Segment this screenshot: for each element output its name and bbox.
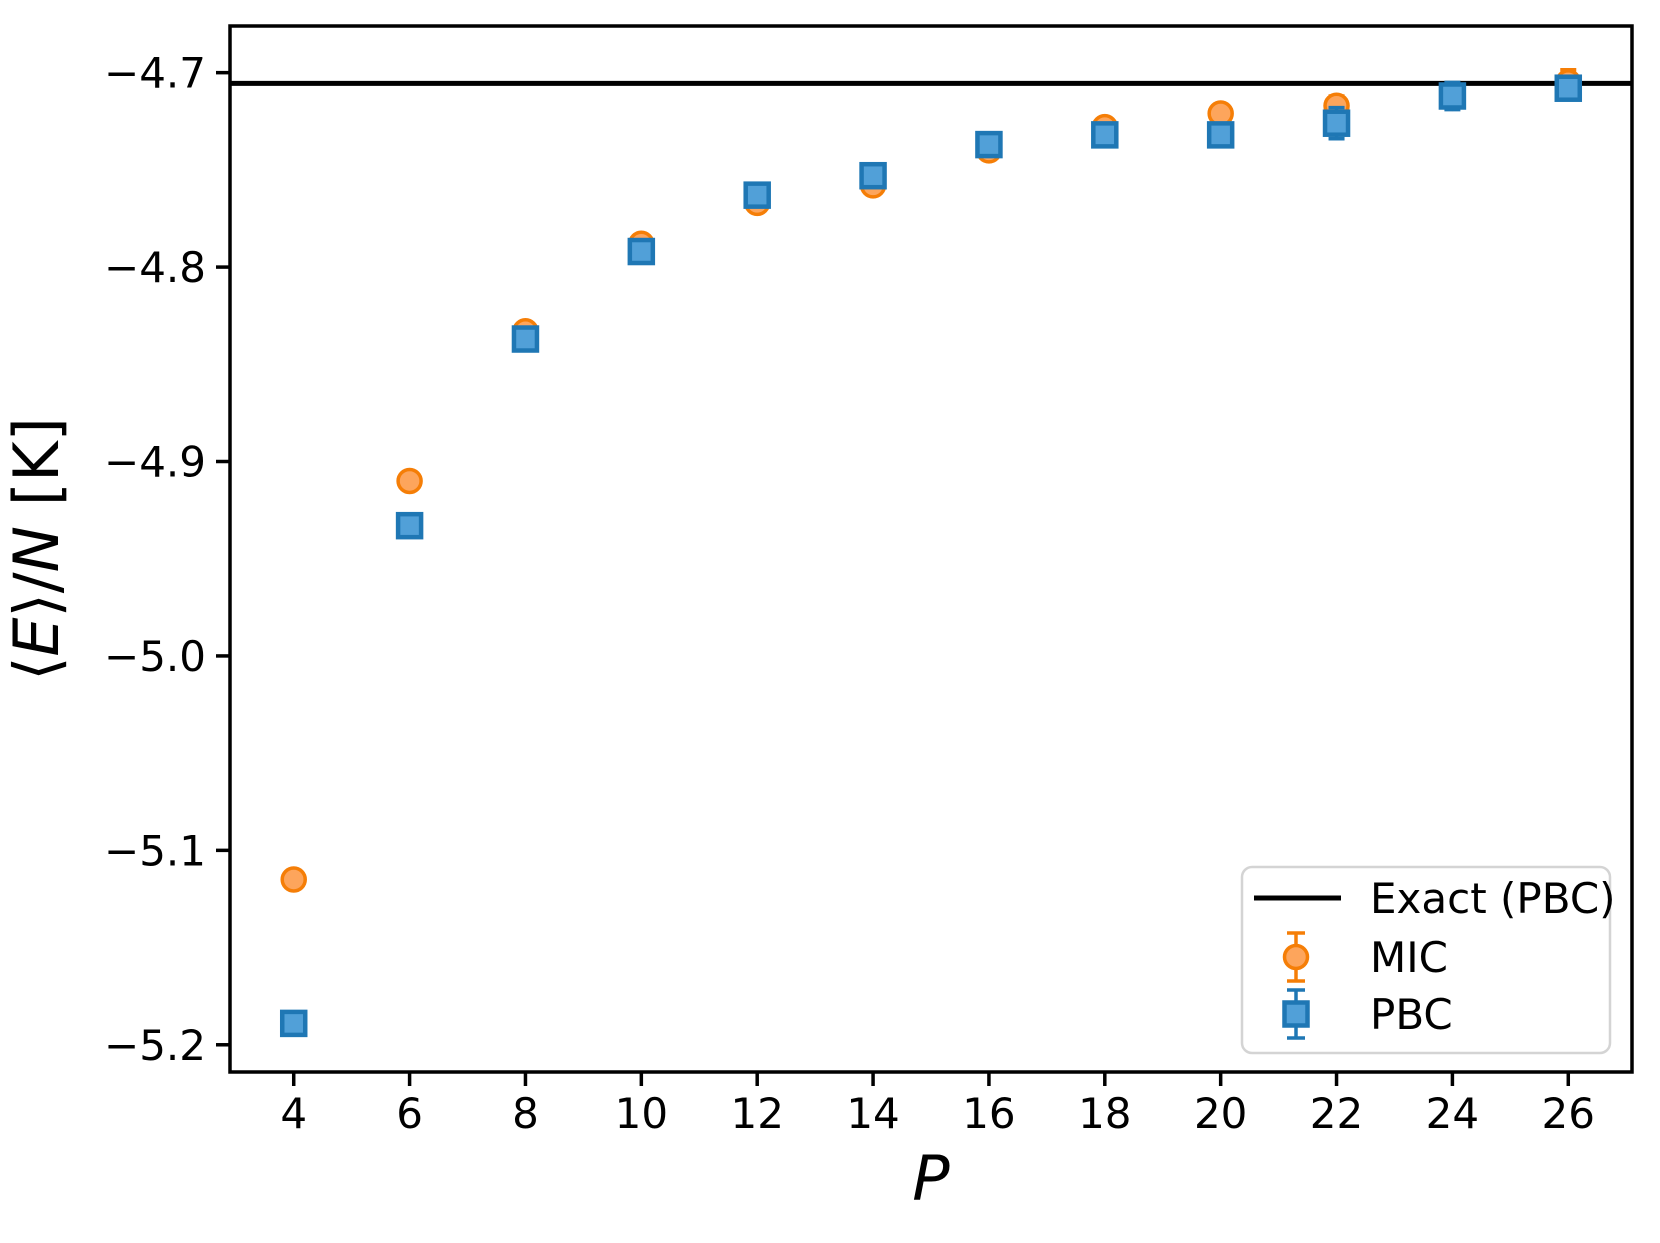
- x-tick-label: 16: [962, 1089, 1015, 1138]
- legend-box: [1240, 865, 1612, 1055]
- data-point-pbc: [743, 181, 771, 209]
- x-axis-label: P: [912, 1142, 950, 1215]
- data-point-pbc: [511, 325, 540, 353]
- y-tick-label: −5.2: [104, 1021, 206, 1070]
- y-tick-label: −5.1: [104, 826, 206, 875]
- legend-label: PBC: [1370, 990, 1453, 1039]
- data-point-pbc: [1554, 74, 1583, 102]
- x-tick-label: 14: [846, 1089, 899, 1138]
- x-tick-label: 6: [396, 1089, 423, 1138]
- data-point-pbc: [1322, 109, 1351, 137]
- x-tick-label: 24: [1426, 1089, 1479, 1138]
- data-point-pbc: [1091, 121, 1119, 149]
- x-tick-label: 10: [615, 1089, 668, 1138]
- data-point-pbc: [627, 237, 656, 266]
- data-point-pbc: [975, 130, 1003, 159]
- x-tick-label: 4: [280, 1089, 307, 1138]
- x-tick-label: 8: [512, 1089, 539, 1138]
- x-tick-label: 20: [1194, 1089, 1247, 1138]
- data-point-mic: [280, 866, 307, 893]
- y-tick-label: −4.8: [104, 243, 206, 292]
- legend-label: Exact (PBC): [1370, 874, 1616, 923]
- y-tick-label: −5.0: [104, 632, 206, 681]
- y-axis-label: ⟨E⟩/N [K]: [0, 417, 73, 681]
- x-tick-label: 18: [1078, 1089, 1131, 1138]
- x-tick-label: 12: [730, 1089, 783, 1138]
- legend-marker-pbc: [1282, 1000, 1310, 1028]
- data-point-pbc: [859, 161, 887, 190]
- data-point-pbc: [279, 1009, 308, 1038]
- x-tick-label: 26: [1542, 1089, 1595, 1138]
- plot-border: [228, 24, 1634, 1074]
- y-tick-label: −4.7: [104, 49, 206, 98]
- legend-marker-mic: [1282, 943, 1310, 971]
- x-tick-label: 22: [1310, 1089, 1363, 1138]
- data-point-pbc: [1206, 121, 1235, 149]
- y-tick-label: −4.9: [104, 438, 206, 487]
- data-point-pbc: [1438, 82, 1467, 110]
- data-point-mic: [396, 467, 423, 495]
- data-point-pbc: [395, 511, 424, 540]
- legend-label: MIC: [1370, 933, 1448, 982]
